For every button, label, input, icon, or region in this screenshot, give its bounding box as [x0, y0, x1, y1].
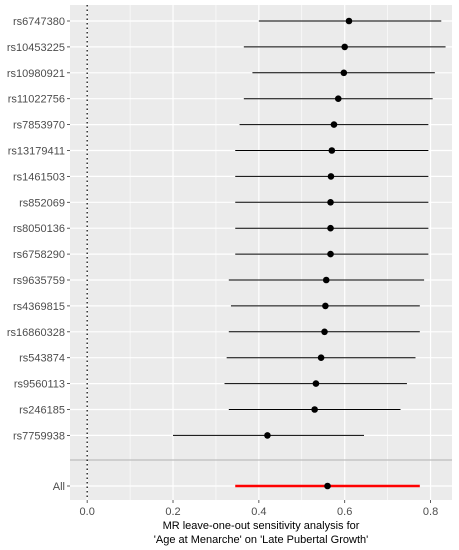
estimate-point [311, 406, 318, 413]
snp-label: rs6747380 [13, 16, 65, 28]
snp-label: rs10453225 [7, 42, 65, 54]
snp-label: rs13179411 [8, 146, 65, 158]
snp-label: rs246185 [19, 405, 65, 417]
estimate-point [327, 199, 334, 206]
estimate-point [312, 380, 320, 387]
estimate-point [327, 173, 335, 180]
snp-label: rs7853970 [13, 120, 65, 132]
x-axis-title-line-2: 'Age at Menarche' on 'Late Pubertal Grow… [154, 534, 368, 546]
estimate-point [327, 250, 334, 258]
estimate-point [345, 17, 353, 25]
x-axis-labels: 0.0 0.2 0.4 0.6 0.8 [80, 500, 438, 518]
snp-label: rs8050136 [13, 223, 65, 235]
estimate-point [327, 224, 334, 232]
snp-label: rs543874 [19, 353, 65, 365]
snp-label: rs9560113 [14, 379, 65, 391]
overall-label: All [53, 481, 65, 493]
snp-label: rs11022756 [8, 94, 65, 106]
estimate-point [322, 302, 329, 310]
y-axis-labels: rs6747380 rs10453225 rs10980921 rs11022756 r… [7, 16, 70, 493]
estimate-point [264, 432, 271, 439]
x-tick-label: 0.2 [165, 506, 180, 518]
snp-label: rs10980921 [7, 68, 65, 80]
snp-label: rs7759938 [13, 430, 65, 442]
estimate-point [317, 354, 325, 362]
snp-label: rs6758290 [13, 249, 65, 261]
x-tick-label: 0.4 [251, 506, 266, 518]
estimate-point [328, 147, 336, 154]
plot-panel [70, 5, 452, 500]
estimate-point [322, 276, 330, 284]
x-tick-label: 0.6 [337, 506, 352, 518]
snp-label: rs16860328 [7, 327, 65, 339]
overall-estimate-point [324, 482, 331, 490]
estimate-point [334, 95, 342, 102]
snp-label: rs852069 [19, 197, 65, 209]
x-axis-title-line-1: MR leave-one-out sensitivity analysis fo… [163, 520, 360, 532]
snp-label: rs1461503 [13, 171, 65, 183]
estimate-point [321, 328, 328, 336]
snp-label: rs9635759 [13, 275, 65, 287]
snp-label: rs4369815 [13, 301, 65, 313]
estimate-point [330, 121, 338, 128]
estimate-point [341, 43, 348, 51]
x-tick-label: 0.8 [423, 506, 438, 518]
estimate-point [340, 69, 348, 77]
estimate-marks [173, 17, 446, 490]
x-tick-label: 0.0 [80, 506, 95, 518]
